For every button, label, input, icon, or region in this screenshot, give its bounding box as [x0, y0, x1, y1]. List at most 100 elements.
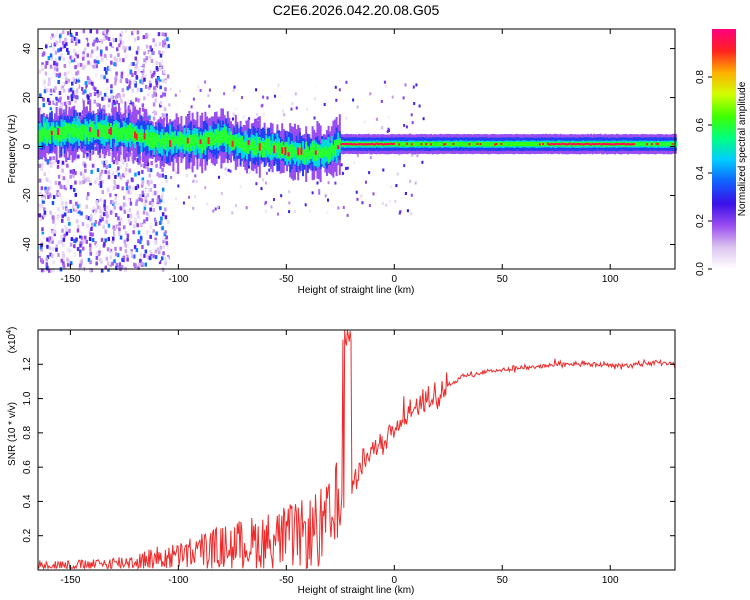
- spectrogram-noise-cell: [155, 216, 159, 221]
- spectrogram-y-tick-label: -20: [22, 188, 33, 203]
- spectrogram-noise-cell: [48, 81, 51, 86]
- spectrogram-noise-cell: [119, 98, 123, 103]
- spectrogram-noise-cell: [107, 237, 110, 242]
- spectrogram-noise-cell: [166, 74, 170, 79]
- spectrogram-ridge-cell: [606, 143, 608, 146]
- spectrogram-noise-cell: [145, 38, 148, 43]
- spectrogram-noise-cell: [416, 154, 419, 158]
- spectrogram-noise-cell: [153, 70, 156, 75]
- spectrogram-noise-cell: [100, 153, 103, 158]
- spectrogram-noise-cell: [143, 206, 147, 211]
- spectrogram-noise-cell: [150, 48, 153, 53]
- spectrogram-noise-cell: [43, 86, 47, 91]
- spectrogram-ridge-cell: [103, 124, 106, 139]
- spectrogram-noise-cell: [58, 56, 61, 61]
- spectrogram-noise-cell: [44, 71, 48, 76]
- spectrogram-ridge-cell: [561, 142, 564, 145]
- spectrogram-noise-cell: [77, 84, 81, 89]
- spectrogram-y-tick-label: 20: [22, 92, 33, 104]
- spectrogram-noise-cell: [62, 57, 66, 62]
- spectrogram-ridge-cell: [150, 132, 152, 148]
- spectrogram-ridge-cell: [318, 144, 320, 157]
- spectrogram-noise-cell: [38, 252, 42, 256]
- spectrogram-noise-cell: [112, 99, 115, 104]
- spectrogram-noise-cell: [92, 166, 96, 171]
- spectrogram-noise-cell: [385, 84, 387, 88]
- spectrogram-noise-cell: [102, 225, 105, 229]
- spectrogram-ridge-cell: [284, 146, 287, 156]
- spectrogram-noise-cell: [113, 56, 117, 61]
- spectrogram-noise-cell: [369, 156, 372, 160]
- spectrogram-noise-cell: [62, 258, 65, 263]
- spectrogram-ridge-cell: [79, 126, 82, 141]
- spectrogram-noise-cell: [92, 208, 95, 213]
- spectrogram-noise-cell: [138, 167, 141, 172]
- spectrogram-noise-cell: [159, 81, 162, 86]
- spectrogram-noise-cell: [106, 66, 110, 71]
- spectrogram-noise-cell: [164, 32, 167, 37]
- spectrogram-ridge-cell: [658, 142, 661, 147]
- colorbar-label: Normalized spectral amplitude: [737, 81, 748, 216]
- spectrogram-noise-cell: [137, 239, 140, 244]
- spectrogram-ridge-cell: [628, 143, 631, 146]
- spectrogram-ridge-cell: [279, 143, 282, 156]
- spectrogram-noise-cell: [100, 49, 103, 54]
- spectrogram-noise-cell: [124, 249, 128, 254]
- spectrogram-noise-cell: [100, 169, 104, 174]
- spectrogram-noise-cell: [55, 62, 59, 67]
- spectrogram-noise-cell: [161, 226, 164, 231]
- spectrogram-noise-cell: [118, 221, 121, 226]
- spectrogram-ridge-cell: [478, 141, 480, 146]
- spectrogram-ridge-cell: [497, 142, 500, 147]
- spectrogram-noise-cell: [232, 88, 235, 92]
- spectrogram-noise-cell: [60, 53, 63, 58]
- spectrogram-ridge-cell: [454, 141, 456, 147]
- spectrogram-noise-cell: [149, 225, 152, 229]
- spectrogram-noise-cell: [277, 83, 280, 87]
- spectrogram-ridge-cell: [543, 142, 546, 147]
- spectrogram-noise-cell: [274, 94, 276, 98]
- spectrogram-noise-cell: [142, 68, 145, 73]
- spectrogram-noise-cell: [387, 115, 390, 119]
- spectrogram-noise-cell: [64, 37, 67, 42]
- spectrogram-ridge-cell: [545, 141, 548, 147]
- spectrogram-noise-cell: [67, 216, 70, 221]
- spectrogram-ridge-cell: [468, 143, 471, 146]
- spectrogram-noise-cell: [148, 51, 152, 56]
- spectrogram-noise-cell: [82, 90, 85, 95]
- spectrogram-noise-cell: [185, 174, 188, 178]
- spectrogram-noise-cell: [118, 227, 121, 232]
- spectrogram-noise-cell: [85, 102, 89, 106]
- spectrogram-noise-cell: [140, 198, 144, 203]
- spectrogram-noise-cell: [72, 94, 75, 99]
- spectrogram-ridge-cell: [343, 142, 346, 145]
- spectrogram-noise-cell: [154, 87, 158, 92]
- spectrogram-noise-cell: [61, 251, 65, 255]
- spectrogram-noise-cell: [101, 190, 104, 195]
- spectrogram-ridge-cell: [316, 143, 319, 160]
- spectrogram-noise-cell: [111, 200, 114, 205]
- spectrogram-noise-cell: [93, 92, 97, 97]
- spectrogram-noise-cell: [104, 238, 107, 243]
- spectrogram-noise-cell: [63, 233, 66, 238]
- spectrogram-noise-cell: [77, 213, 80, 218]
- spectrogram-noise-cell: [48, 179, 52, 184]
- spectrogram-noise-cell: [49, 107, 53, 112]
- spectrogram-noise-cell: [75, 31, 78, 36]
- spectrogram-ridge-cell: [572, 143, 575, 146]
- spectrogram-ridge-cell: [166, 133, 168, 157]
- spectrogram-noise-cell: [273, 198, 275, 201]
- spectrogram-noise-cell: [60, 258, 64, 263]
- spectrogram-noise-cell: [148, 55, 152, 59]
- spectrogram-ridge-cell: [665, 142, 668, 147]
- spectrogram-noise-cell: [103, 203, 106, 208]
- spectrogram-noise-cell: [96, 39, 99, 43]
- spectrogram-noise-cell: [159, 101, 163, 106]
- spectrogram-noise-cell: [89, 232, 92, 237]
- spectrogram-noise-cell: [152, 102, 156, 107]
- spectrogram-noise-cell: [52, 267, 55, 272]
- spectrogram-noise-cell: [153, 110, 156, 115]
- spectrogram-noise-cell: [402, 96, 405, 100]
- spectrogram-ridge-cell: [84, 125, 87, 140]
- spectrogram-noise-cell: [58, 91, 62, 95]
